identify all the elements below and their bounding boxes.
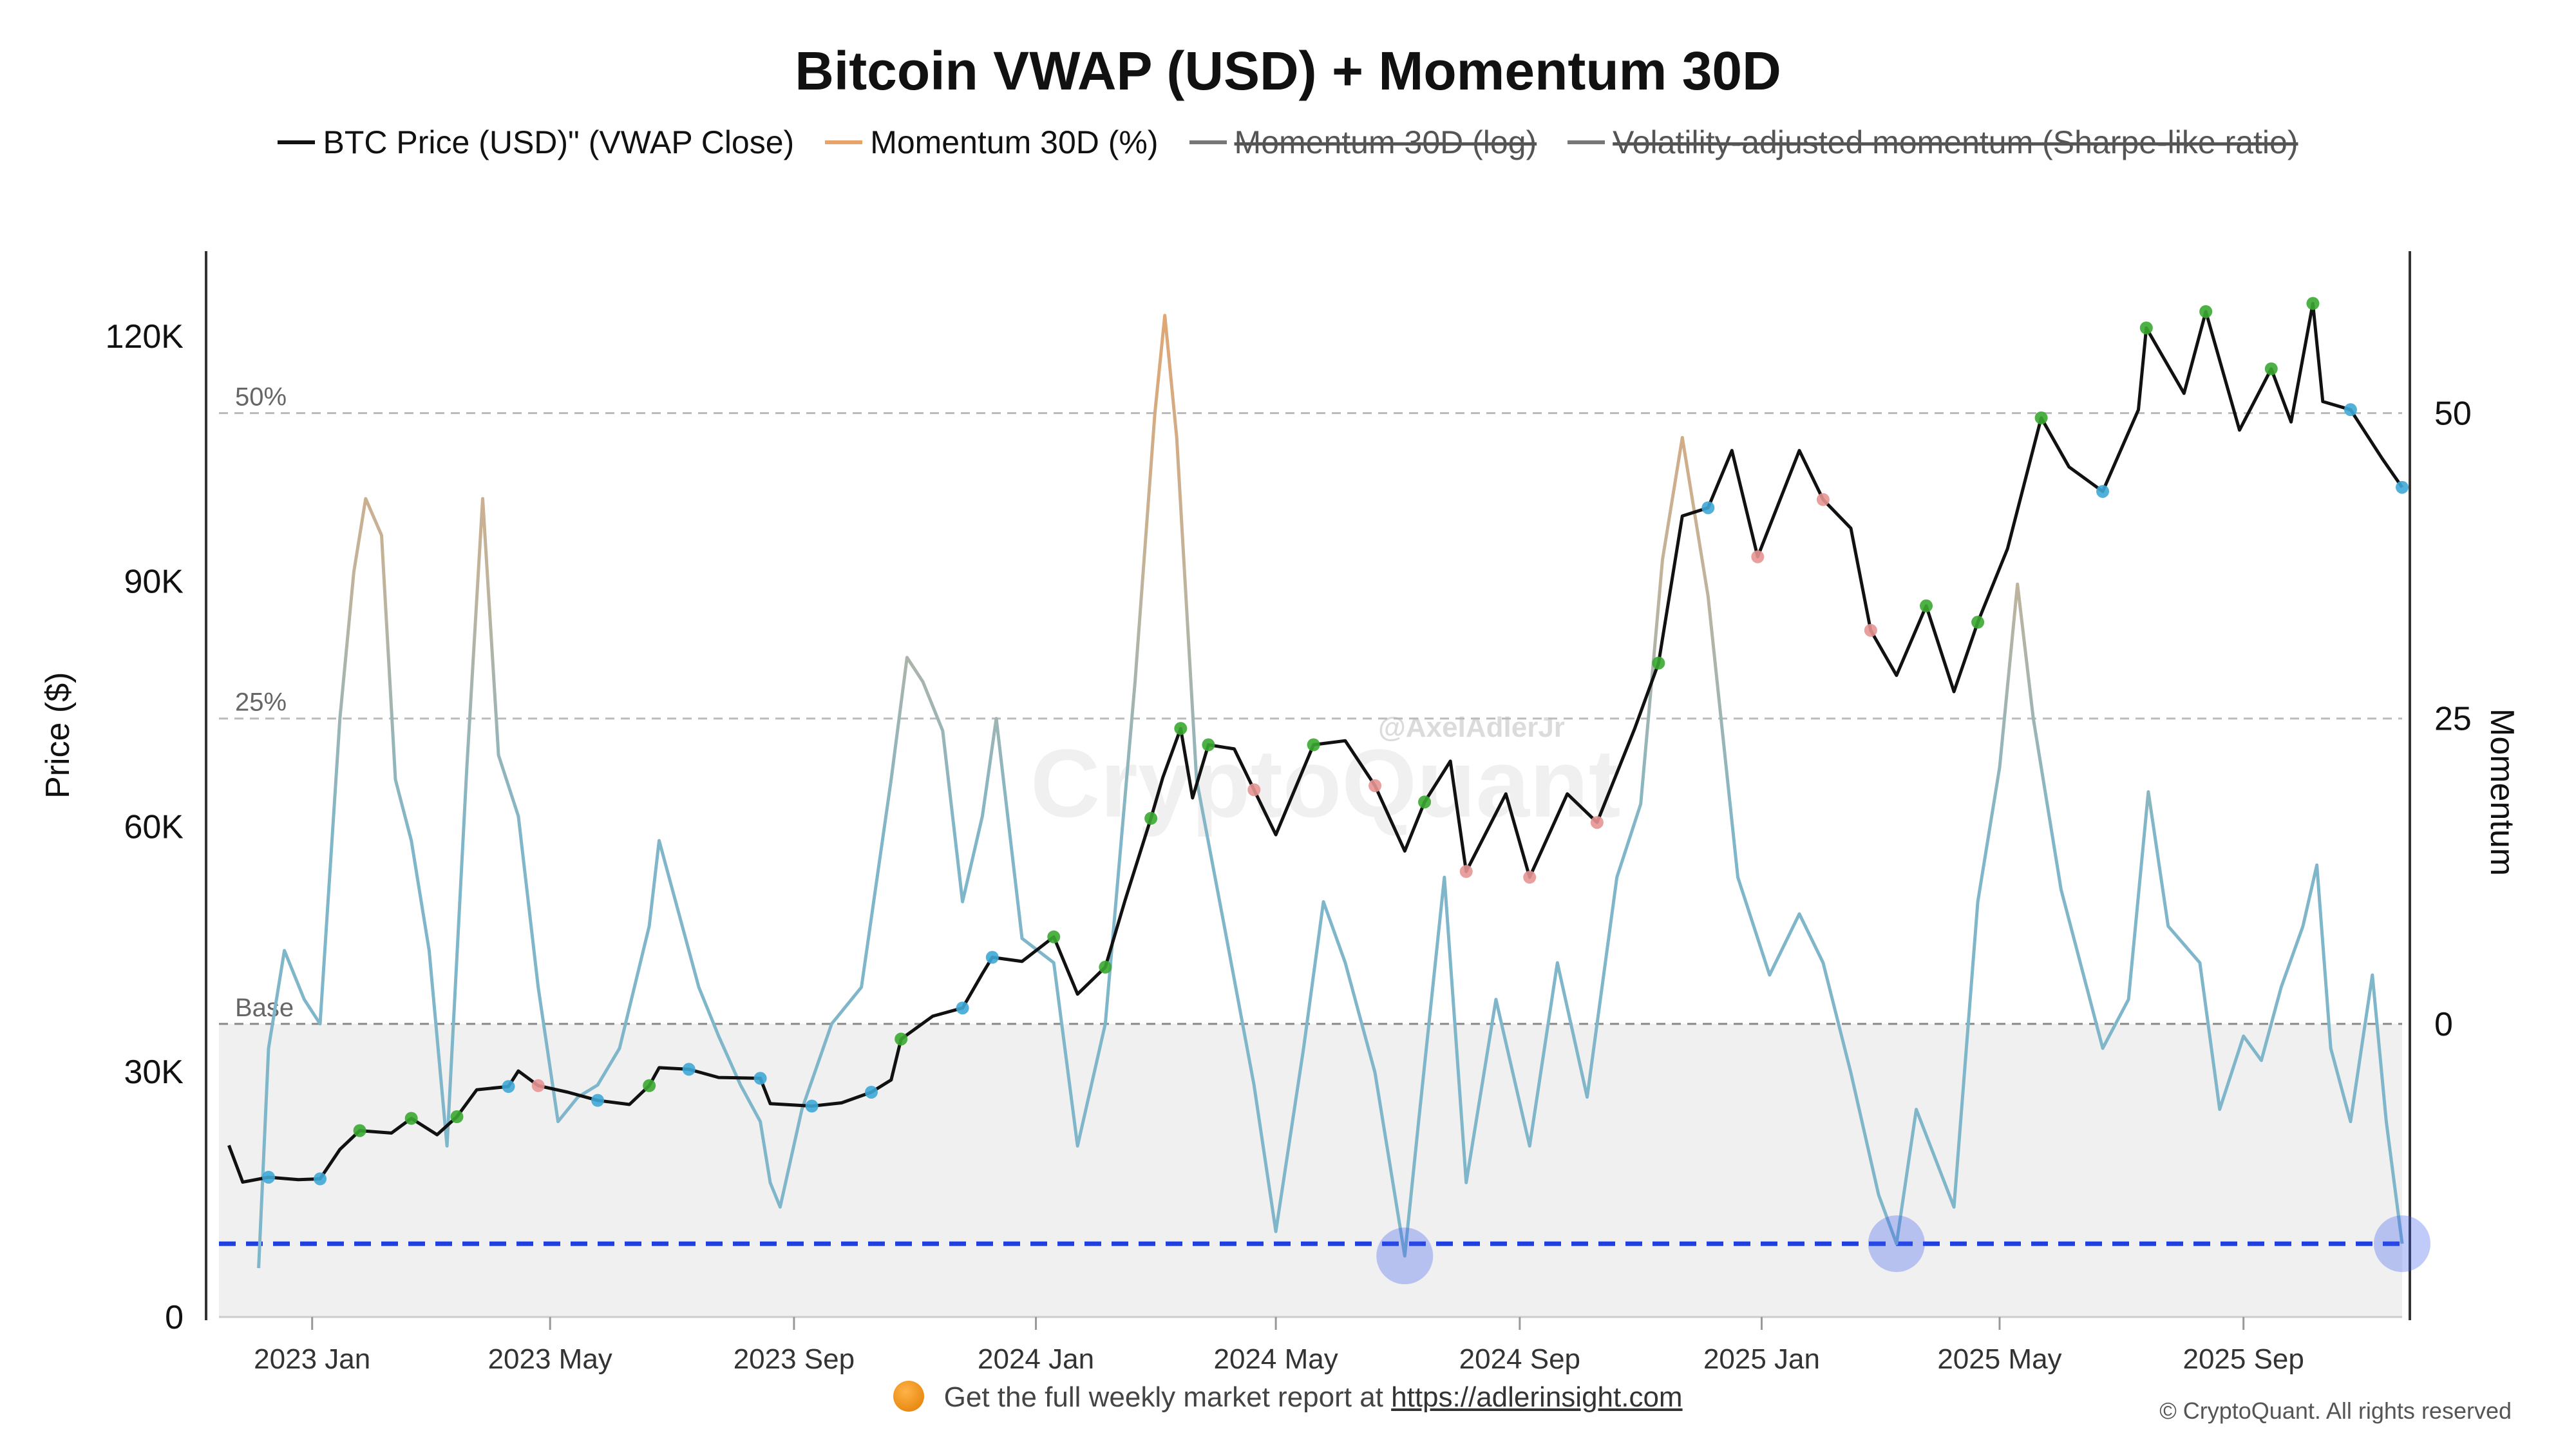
reference-line-label: Base: [235, 994, 294, 1022]
x-tick-label: 2023 Sep: [734, 1343, 855, 1375]
y-right-tick-label: 0: [2434, 1006, 2453, 1043]
base-zone: [219, 1023, 2402, 1317]
price-signal-marker: [2034, 411, 2048, 424]
price-signal-marker: [2096, 485, 2110, 498]
price-signal-marker: [1864, 623, 1877, 637]
price-signal-marker: [1751, 550, 1765, 564]
y-right-tick-label: 25: [2434, 701, 2472, 738]
price-series-line: [227, 301, 2404, 1184]
copyright: © CryptoQuant. All rights reserved: [2159, 1397, 2512, 1424]
footer-text: Get the full weekly market report at: [943, 1381, 1383, 1413]
legend-swatch: [1567, 140, 1605, 144]
price-signal-marker: [864, 1085, 878, 1099]
x-tick-label: 2025 Sep: [2183, 1343, 2304, 1375]
price-signal-marker: [895, 1032, 908, 1046]
price-signal-marker: [2199, 305, 2213, 318]
price-signal-marker: [1047, 930, 1061, 943]
extreme-low-marker: [1868, 1215, 1925, 1273]
price-signal-marker: [643, 1079, 656, 1092]
price-signal-marker: [502, 1080, 515, 1094]
price-signal-marker: [1368, 779, 1382, 792]
legend-swatch: [1189, 140, 1227, 144]
price-signal-marker: [2306, 297, 2320, 310]
footer-promo: Get the full weekly market report at htt…: [0, 1381, 2576, 1414]
price-signal-marker: [353, 1124, 366, 1137]
reference-line-label: 25%: [235, 688, 287, 717]
y-right-tick-label: 50: [2434, 395, 2472, 433]
price-signal-marker: [1144, 811, 1158, 825]
legend-label: Momentum 30D (log): [1234, 124, 1537, 160]
y-left-tick-label: 90K: [124, 564, 184, 601]
x-tick-label: 2023 May: [488, 1343, 612, 1375]
legend-item-0[interactable]: BTC Price (USD)" (VWAP Close): [278, 124, 794, 161]
legend-label: Momentum 30D (%): [870, 124, 1159, 160]
legend-swatch: [825, 140, 863, 144]
price-signal-marker: [1701, 501, 1715, 515]
price-signal-marker: [1307, 738, 1320, 752]
price-signal-marker: [2139, 321, 2153, 335]
price-signal-marker: [404, 1112, 418, 1125]
x-tick-label: 2024 May: [1214, 1343, 1338, 1375]
x-tick-label: 2024 Jan: [978, 1343, 1094, 1375]
price-signal-marker: [1920, 599, 1933, 612]
reference-line-label: 50%: [235, 383, 287, 412]
y-left-tick-label: 60K: [124, 808, 184, 846]
price-signal-marker: [261, 1170, 275, 1184]
price-signal-marker: [1971, 616, 1985, 629]
price-signal-marker: [531, 1079, 545, 1092]
watermark-handle: @AxelAdlerJr: [1378, 712, 1565, 743]
legend-item-3[interactable]: Volatility-adjusted momentum (Sharpe-lik…: [1567, 124, 2298, 161]
y-axis-right-title: Momentum: [2483, 708, 2521, 876]
coin-icon: [893, 1381, 925, 1412]
extreme-low-marker: [2374, 1215, 2430, 1273]
price-signal-marker: [1174, 722, 1188, 735]
price-signal-marker: [1652, 656, 1665, 670]
extreme-low-marker: [1376, 1227, 1434, 1285]
price-signal-marker: [1816, 493, 1830, 506]
x-tick-label: 2024 Sep: [1459, 1343, 1580, 1375]
price-signal-marker: [314, 1172, 327, 1186]
momentum-series-line: [257, 314, 2404, 1269]
x-tick-label: 2025 Jan: [1703, 1343, 1820, 1375]
x-tick-label: 2025 May: [1937, 1343, 2061, 1375]
price-signal-marker: [1099, 960, 1112, 974]
chart-legend: BTC Price (USD)" (VWAP Close) Momentum 30…: [0, 124, 2576, 161]
price-signal-marker: [985, 951, 999, 964]
legend-swatch: [278, 140, 316, 144]
price-signal-marker: [450, 1110, 464, 1124]
price-signal-marker: [1459, 865, 1473, 878]
price-signal-marker: [1202, 738, 1215, 752]
price-signal-marker: [2344, 403, 2357, 417]
footer-link[interactable]: https://adlerinsight.com: [1391, 1381, 1683, 1413]
price-signal-marker: [2264, 362, 2278, 375]
price-signal-marker: [753, 1072, 767, 1085]
price-signal-marker: [1523, 871, 1537, 884]
price-signal-marker: [956, 1001, 969, 1015]
price-signal-marker: [682, 1063, 696, 1076]
y-axis-left-title: Price ($): [39, 672, 77, 799]
chart-title: Bitcoin VWAP (USD) + Momentum 30D: [795, 41, 1781, 101]
x-tick-label: 2023 Jan: [254, 1343, 370, 1375]
y-left-tick-label: 0: [165, 1299, 184, 1336]
legend-item-1[interactable]: Momentum 30D (%): [825, 124, 1159, 161]
legend-label: Volatility-adjusted momentum (Sharpe-lik…: [1613, 124, 2298, 160]
price-signal-marker: [1590, 816, 1604, 829]
legend-item-2[interactable]: Momentum 30D (log): [1189, 124, 1537, 161]
price-signal-marker: [805, 1099, 819, 1113]
price-signal-marker: [1418, 795, 1432, 809]
price-signal-marker: [591, 1094, 605, 1107]
y-left-tick-label: 30K: [124, 1054, 184, 1091]
y-left-tick-label: 120K: [106, 318, 184, 355]
price-signal-marker: [2396, 480, 2409, 494]
price-signal-marker: [1247, 783, 1261, 797]
legend-label: BTC Price (USD)" (VWAP Close): [323, 124, 795, 160]
